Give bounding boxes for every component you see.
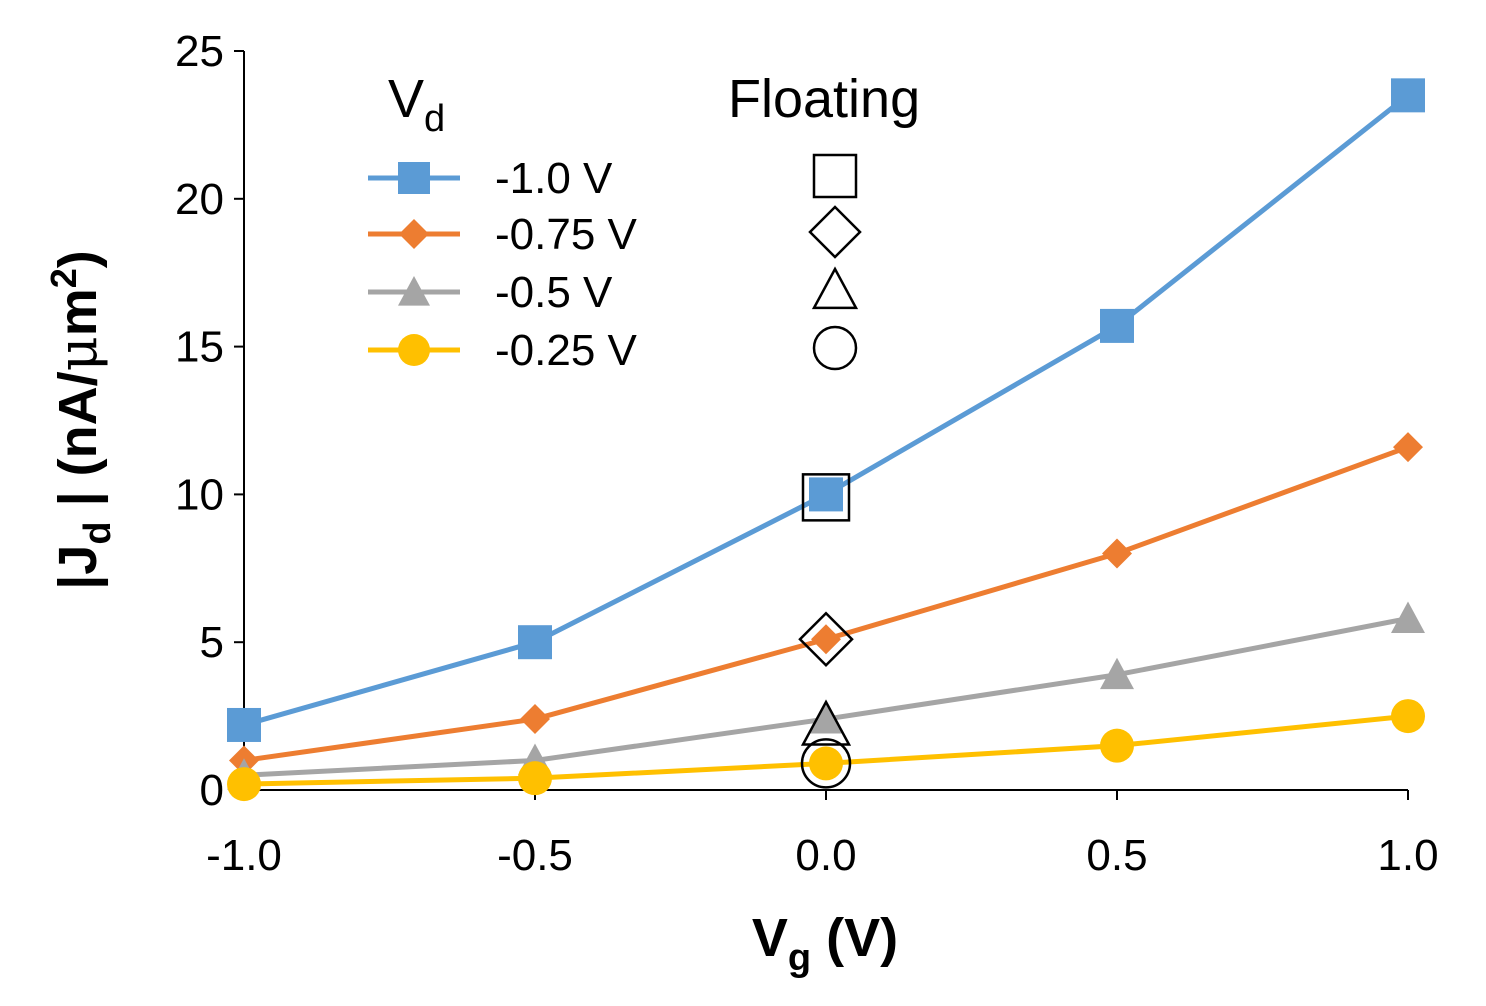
y-tick-label: 15 (175, 323, 224, 372)
x-tick-label: 0.5 (1086, 831, 1147, 880)
y-tick-label: 10 (175, 470, 224, 519)
data-point (518, 625, 552, 660)
data-point (227, 767, 261, 802)
legend-label: -1.0 V (495, 154, 613, 203)
legend-label: -0.75 V (495, 210, 638, 259)
data-point (811, 624, 841, 655)
legend-header-floating: Floating (728, 69, 920, 129)
data-point (520, 704, 550, 735)
y-tick-label: 0 (200, 766, 224, 815)
legend: Vd Floating -1.0 V -0.75 V -0.5 V -0.25 V (368, 69, 920, 375)
legend-item: -0.75 V (368, 205, 862, 259)
x-tick-label: -1.0 (206, 831, 282, 880)
y-tick-label: 20 (175, 175, 224, 224)
floating-point (801, 473, 851, 522)
data-point (518, 761, 552, 796)
floating-point (800, 699, 852, 746)
x-tick-label: 1.0 (1377, 831, 1438, 880)
axes: 0 5 10 15 20 25 -1.0 -0.5 0.0 0.5 1.0 (175, 27, 1439, 880)
legend-item: -0.25 V (368, 325, 858, 375)
x-tick-label: 0.0 (795, 831, 856, 880)
series-0 (227, 78, 1425, 742)
legend-header-vd: Vd (388, 69, 445, 140)
legend-floating-marker (812, 325, 858, 371)
y-tick-label: 5 (200, 618, 224, 667)
data-point (809, 477, 843, 512)
data-point (1100, 308, 1134, 343)
legend-floating-marker (811, 266, 859, 310)
legend-marker (399, 219, 429, 249)
data-point (809, 746, 843, 781)
legend-marker (398, 334, 430, 366)
legend-marker (398, 162, 430, 194)
floating-point (798, 611, 854, 668)
data-point (1391, 601, 1425, 634)
data-point (227, 707, 261, 742)
floating-point (800, 738, 852, 789)
legend-label: -0.25 V (495, 326, 638, 375)
legend-label: -0.5 V (495, 268, 613, 317)
x-tick-label: -0.5 (497, 831, 573, 880)
legend-floating-marker (808, 205, 862, 259)
data-point (1391, 78, 1425, 113)
legend-floating-marker (812, 153, 858, 199)
data-point (809, 702, 843, 734)
x-axis-title: Vg (V) (752, 908, 898, 979)
data-point (1100, 728, 1134, 763)
data-point (1393, 432, 1423, 463)
y-tick-label: 25 (175, 27, 224, 76)
data-point (1100, 657, 1134, 690)
data-point (1391, 699, 1425, 734)
series-layer (227, 78, 1425, 802)
legend-item: -1.0 V (368, 153, 858, 203)
data-point (1102, 538, 1132, 569)
series-3 (227, 699, 1425, 802)
legend-marker (398, 276, 430, 306)
y-axis-title: |Jd | (nA/μm2) (43, 250, 119, 590)
floating-layer (798, 473, 854, 789)
legend-item: -0.5 V (368, 266, 859, 317)
